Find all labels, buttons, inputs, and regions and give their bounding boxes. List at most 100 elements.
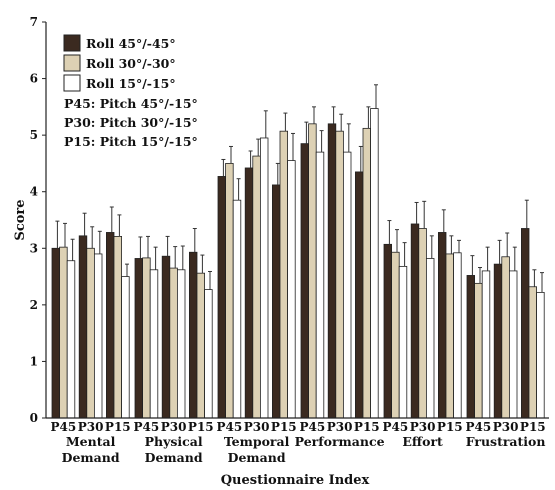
- bar: [437, 232, 447, 419]
- bar: [78, 235, 88, 419]
- bar: [466, 275, 475, 419]
- bar: [86, 247, 95, 419]
- subgroup-label: P15: [437, 420, 463, 434]
- bar: [121, 276, 130, 419]
- group-label: Demand: [228, 450, 286, 465]
- legend-label-roll15: Roll 15°/-15°: [86, 76, 176, 91]
- bar: [59, 246, 68, 419]
- group-label: Effort: [402, 434, 443, 449]
- legend: Roll 45°/-45° Roll 30°/-30° Roll 15°/-15…: [58, 28, 198, 156]
- bar: [493, 263, 503, 419]
- y-tick-label: 1: [30, 354, 38, 368]
- y-tick-label: 7: [30, 15, 38, 29]
- y-tick-label: 2: [30, 298, 38, 312]
- bar: [149, 269, 159, 419]
- bar: [252, 155, 261, 419]
- bar: [169, 267, 178, 419]
- legend-box: [58, 28, 196, 156]
- bar: [521, 228, 530, 419]
- group-label: Frustration: [466, 434, 546, 449]
- legend-label-roll30: Roll 30°/-30°: [86, 56, 176, 71]
- bar: [196, 272, 205, 419]
- y-tick-labels: 0 1 2 3 4 5 6 7: [30, 15, 46, 425]
- bar: [271, 184, 281, 419]
- bar: [244, 167, 254, 419]
- legend-note-p45: P45: Pitch 45°/-15°: [64, 96, 198, 111]
- bar: [51, 247, 60, 419]
- bar: [474, 282, 483, 419]
- bar: [370, 108, 379, 419]
- bar: [176, 269, 186, 419]
- bar: [342, 151, 352, 419]
- bar: [142, 257, 151, 419]
- bar: [315, 151, 325, 419]
- bar: [508, 270, 518, 419]
- y-tick-label: 0: [30, 411, 38, 425]
- bar: [279, 130, 288, 419]
- subgroup-label: P45: [383, 420, 409, 434]
- bar: [410, 223, 420, 419]
- subgroup-label: P45: [51, 420, 77, 434]
- subgroup-label: P30: [410, 420, 436, 434]
- subgroup-label: P30: [493, 420, 519, 434]
- bar: [528, 286, 537, 419]
- subgroup-label: P15: [105, 420, 131, 434]
- legend-swatch-beige: [63, 54, 81, 72]
- bar: [113, 236, 122, 419]
- bar: [287, 160, 296, 419]
- bar: [354, 171, 364, 419]
- subgroup-label: P15: [271, 420, 297, 434]
- legend-swatch-dark: [63, 34, 81, 52]
- bar: [445, 253, 454, 419]
- subgroup-label: P45: [217, 420, 243, 434]
- bar: [335, 130, 344, 419]
- y-tick-label: 6: [30, 72, 38, 86]
- bar: [134, 258, 143, 419]
- y-tick-label: 4: [30, 185, 38, 199]
- bar: [383, 243, 392, 419]
- bar: [327, 123, 337, 419]
- bar: [453, 252, 462, 419]
- subgroup-label: P15: [188, 420, 214, 434]
- bar: [391, 251, 400, 419]
- y-axis-title: Score: [13, 199, 28, 240]
- subgroup-label: P45: [300, 420, 326, 434]
- legend-label-roll45: Roll 45°/-45°: [86, 36, 176, 51]
- group-label: Temporal: [224, 434, 290, 449]
- subgroup-label: P45: [134, 420, 160, 434]
- subgroup-label: P15: [354, 420, 380, 434]
- group-label: Performance: [295, 434, 385, 449]
- error-bars: [55, 84, 544, 293]
- subgroup-label: P45: [466, 420, 492, 434]
- bar: [398, 265, 408, 419]
- legend-note-p15: P15: Pitch 15°/-15°: [64, 134, 198, 149]
- bar: [481, 270, 491, 419]
- group-label: Mental: [66, 434, 116, 449]
- bar: [300, 143, 309, 419]
- subgroup-label: P30: [78, 420, 104, 434]
- bar: [501, 256, 510, 419]
- y-tick-label: 5: [30, 128, 38, 142]
- subgroup-label: P30: [327, 420, 353, 434]
- x-axis-title: Questionnaire Index: [221, 473, 370, 488]
- bar: [204, 289, 213, 419]
- group-label: Demand: [145, 450, 203, 465]
- subgroup-label: P30: [244, 420, 270, 434]
- legend-note-p30: P30: Pitch 30°/-15°: [64, 115, 198, 130]
- group-label: Demand: [62, 450, 120, 465]
- legend-swatch-white: [63, 74, 81, 92]
- bar: [161, 255, 171, 419]
- bar: [308, 123, 317, 419]
- bar: [259, 137, 269, 419]
- bar: [232, 199, 242, 419]
- bar: [188, 251, 198, 419]
- bar: [106, 232, 115, 419]
- group-label: Physical: [145, 434, 203, 449]
- bar: [425, 258, 435, 419]
- bar: [217, 176, 226, 419]
- bar: [225, 163, 234, 419]
- bar: [362, 127, 371, 419]
- bar: [418, 228, 427, 419]
